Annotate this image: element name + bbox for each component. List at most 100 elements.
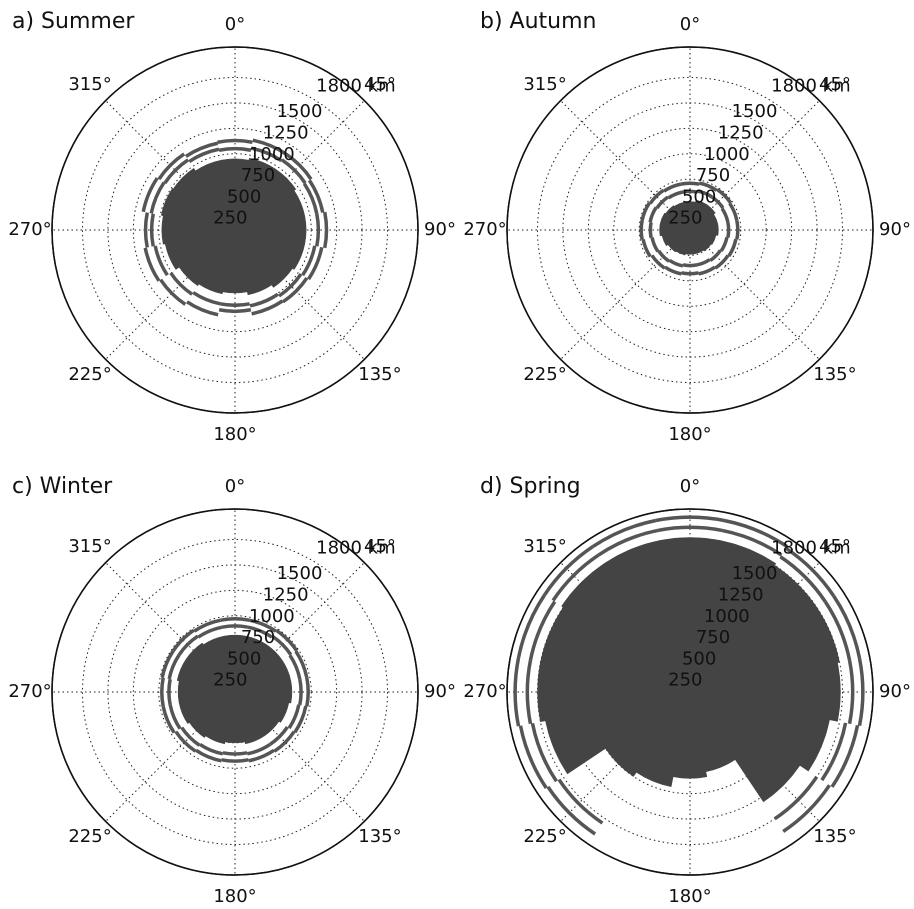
radial-grid (132, 589, 338, 795)
outline-arc (698, 181, 718, 192)
sector (234, 229, 293, 288)
outline-arc (149, 181, 166, 214)
theta-tick-label: 315° (523, 74, 566, 95)
theta-tick-label: 135° (358, 364, 401, 385)
sector (603, 540, 691, 693)
sector (185, 642, 236, 693)
outline-arc (709, 249, 722, 262)
outline-arc (268, 725, 289, 746)
outline-arc (171, 628, 195, 652)
theta-tick-label: 180° (213, 424, 256, 445)
angular-grid (234, 229, 365, 360)
angular-grid (689, 100, 820, 231)
theta-tick-label: 315° (68, 536, 111, 557)
sector (689, 606, 840, 693)
theta-tick-label: 270° (8, 219, 51, 240)
theta-tick-label: 0° (225, 476, 245, 497)
r-tick-label: 1500 (732, 101, 778, 122)
outline-arc (307, 179, 325, 213)
outer-circle (506, 46, 874, 414)
theta-tick-label: 135° (358, 826, 401, 847)
outline-arc (246, 742, 271, 756)
outline-arc (639, 220, 644, 240)
outline-arc (221, 624, 249, 629)
outline-arc (159, 278, 187, 306)
radial-grid (82, 539, 388, 845)
outline-arc (302, 182, 319, 215)
outline-arc (551, 553, 600, 602)
sector (234, 680, 293, 704)
outline-arc (716, 187, 733, 204)
outline-arc (735, 220, 740, 240)
outline-arc (720, 207, 730, 223)
outline-arc (681, 271, 699, 276)
r-tick-label: 500 (227, 186, 261, 207)
outline-arc (307, 246, 324, 281)
outline-arc (293, 705, 308, 734)
outline-arc (278, 273, 303, 298)
theta-tick-label: 0° (680, 14, 700, 35)
outline-arc (220, 617, 250, 622)
outline-arc (288, 654, 302, 680)
sector (673, 201, 691, 231)
outline-arc (143, 212, 149, 248)
theta-tick-label: 135° (813, 364, 856, 385)
radial-grid (613, 153, 767, 307)
outline-arc (655, 195, 670, 210)
outline-arc (273, 730, 296, 753)
outline-arc (721, 528, 783, 557)
outline-arc (525, 659, 533, 725)
outline-arc (782, 784, 831, 833)
outline-arc (820, 722, 848, 782)
theta-tick-label: 90° (879, 681, 911, 702)
r-tick-label: 1800 km (771, 76, 851, 97)
outline-arc (199, 742, 224, 756)
outline-arc (641, 238, 652, 258)
theta-tick-label: 45° (364, 74, 396, 95)
sector (689, 229, 712, 252)
outer-circle (506, 508, 874, 876)
outline-arc (663, 182, 682, 193)
outline-arc (779, 555, 827, 603)
theta-tick-label: 45° (819, 74, 851, 95)
r-tick-label: 250 (668, 670, 702, 691)
theta-tick-label: 225° (68, 826, 111, 847)
theta-tick-label: 45° (819, 536, 851, 557)
theta-tick-label: 90° (424, 219, 456, 240)
r-tick-label: 750 (696, 165, 730, 186)
radial-grid (82, 77, 388, 383)
r-tick-label: 1000 (704, 144, 750, 165)
outline-arc (219, 302, 251, 307)
outline-arc (640, 201, 651, 221)
outline-arc (714, 254, 730, 270)
outline-arc (252, 138, 287, 156)
outline-arc (664, 265, 682, 276)
outline-arc (184, 141, 219, 158)
theta-tick-label: 270° (463, 219, 506, 240)
outline-arc (591, 518, 657, 549)
sector (234, 691, 290, 723)
outline-arc (682, 263, 698, 268)
outline-arc (668, 258, 684, 268)
outline-arc (557, 778, 604, 825)
outline-arc (697, 189, 713, 199)
angular-grid (234, 691, 365, 822)
r-tick-label: 1250 (718, 584, 764, 605)
outline-arc (785, 546, 836, 597)
outline-arc (650, 254, 666, 270)
outline-arc (282, 277, 309, 304)
r-tick-label: 500 (682, 648, 716, 669)
outline-arc (248, 618, 277, 633)
outline-arc (698, 265, 716, 276)
sector (234, 229, 306, 270)
r-tick-label: 750 (696, 627, 730, 648)
theta-tick-label: 0° (680, 476, 700, 497)
outline-arc (221, 758, 249, 763)
theta-tick-label: 45° (364, 536, 396, 557)
outline-arc (249, 292, 279, 308)
outline-arc (723, 518, 789, 549)
outline-arc (832, 595, 862, 659)
theta-tick-label: 225° (68, 364, 111, 385)
r-tick-label: 1800 km (316, 538, 396, 559)
